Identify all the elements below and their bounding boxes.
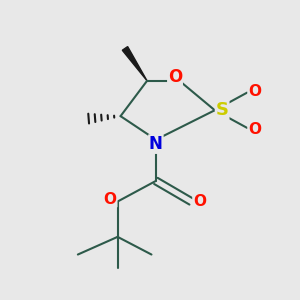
Polygon shape — [122, 46, 147, 81]
Text: N: N — [149, 135, 163, 153]
Text: S: S — [216, 101, 229, 119]
Text: O: O — [168, 68, 182, 86]
Text: O: O — [104, 192, 117, 207]
Text: O: O — [248, 122, 261, 137]
Text: O: O — [248, 84, 261, 99]
Text: O: O — [193, 194, 206, 209]
